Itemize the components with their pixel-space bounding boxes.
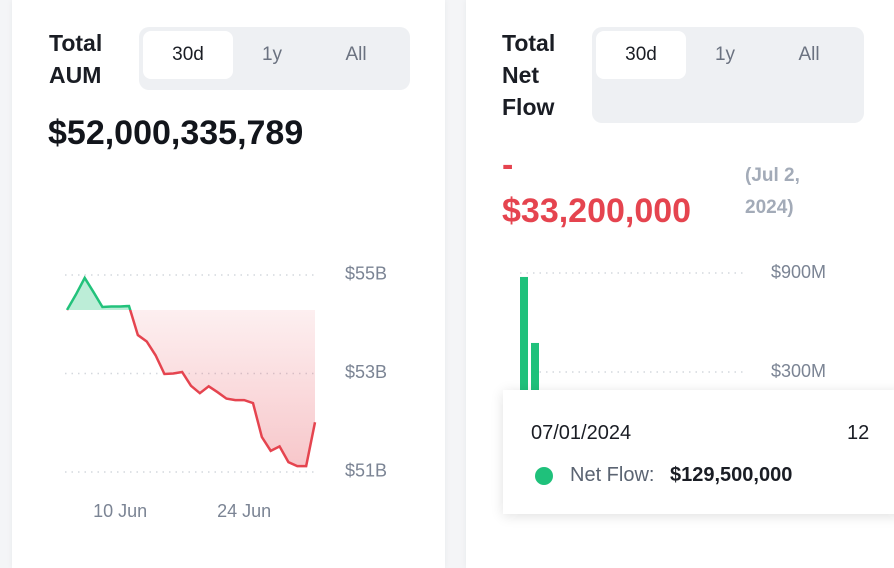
tab[interactable]: 30d (596, 31, 686, 79)
tab[interactable]: 30d (143, 31, 233, 79)
area-up (67, 277, 131, 310)
tooltip-clipped: 12 (847, 422, 870, 444)
x-tick-label: 24 Jun (217, 501, 271, 521)
tabs: 30d 1y All (139, 27, 410, 90)
bar (520, 276, 528, 422)
flow-date: (Jul 2, 2024) (745, 165, 800, 218)
tab[interactable]: All (345, 44, 367, 65)
tooltip-value: $129,500,000 (670, 464, 793, 486)
y-tick-label: $53B (345, 362, 387, 382)
y-tick-label: $300M (771, 361, 826, 381)
card-title: Total Net Flow (502, 30, 556, 120)
bar (531, 342, 539, 422)
tab[interactable]: 1y (714, 44, 736, 65)
y-tick-label: $900M (771, 262, 826, 282)
aum-value: $52,000,335,789 (48, 114, 304, 152)
area-down (67, 309, 315, 467)
y-tick-label: $55B (345, 264, 387, 284)
flow-value: $33,200,000 (502, 192, 692, 230)
tooltip-date: 07/01/2024 (531, 422, 632, 444)
x-tick-label: 10 Jun (93, 501, 147, 521)
tabs: 30d 1y All (592, 27, 864, 123)
card-title: Total AUM (49, 30, 103, 88)
tab[interactable]: 1y (261, 44, 283, 65)
y-tick-label: $51B (345, 461, 387, 481)
line-down (66, 309, 317, 468)
flow-sign: - (502, 146, 514, 184)
legend-dot (535, 467, 553, 485)
tooltip-label: Net Flow: (570, 464, 655, 486)
tab[interactable]: All (798, 44, 820, 65)
card (12, 0, 445, 568)
tooltip: 07/01/2024 12 Net Flow: $129,500,000 (503, 390, 894, 514)
line-up (65, 275, 132, 310)
